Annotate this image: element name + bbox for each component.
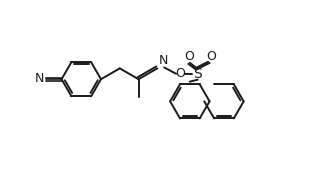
- Text: N: N: [35, 72, 44, 85]
- Text: O: O: [206, 50, 216, 62]
- Text: O: O: [175, 67, 185, 80]
- Text: O: O: [184, 50, 194, 62]
- Text: N: N: [158, 54, 167, 67]
- Text: S: S: [193, 67, 202, 81]
